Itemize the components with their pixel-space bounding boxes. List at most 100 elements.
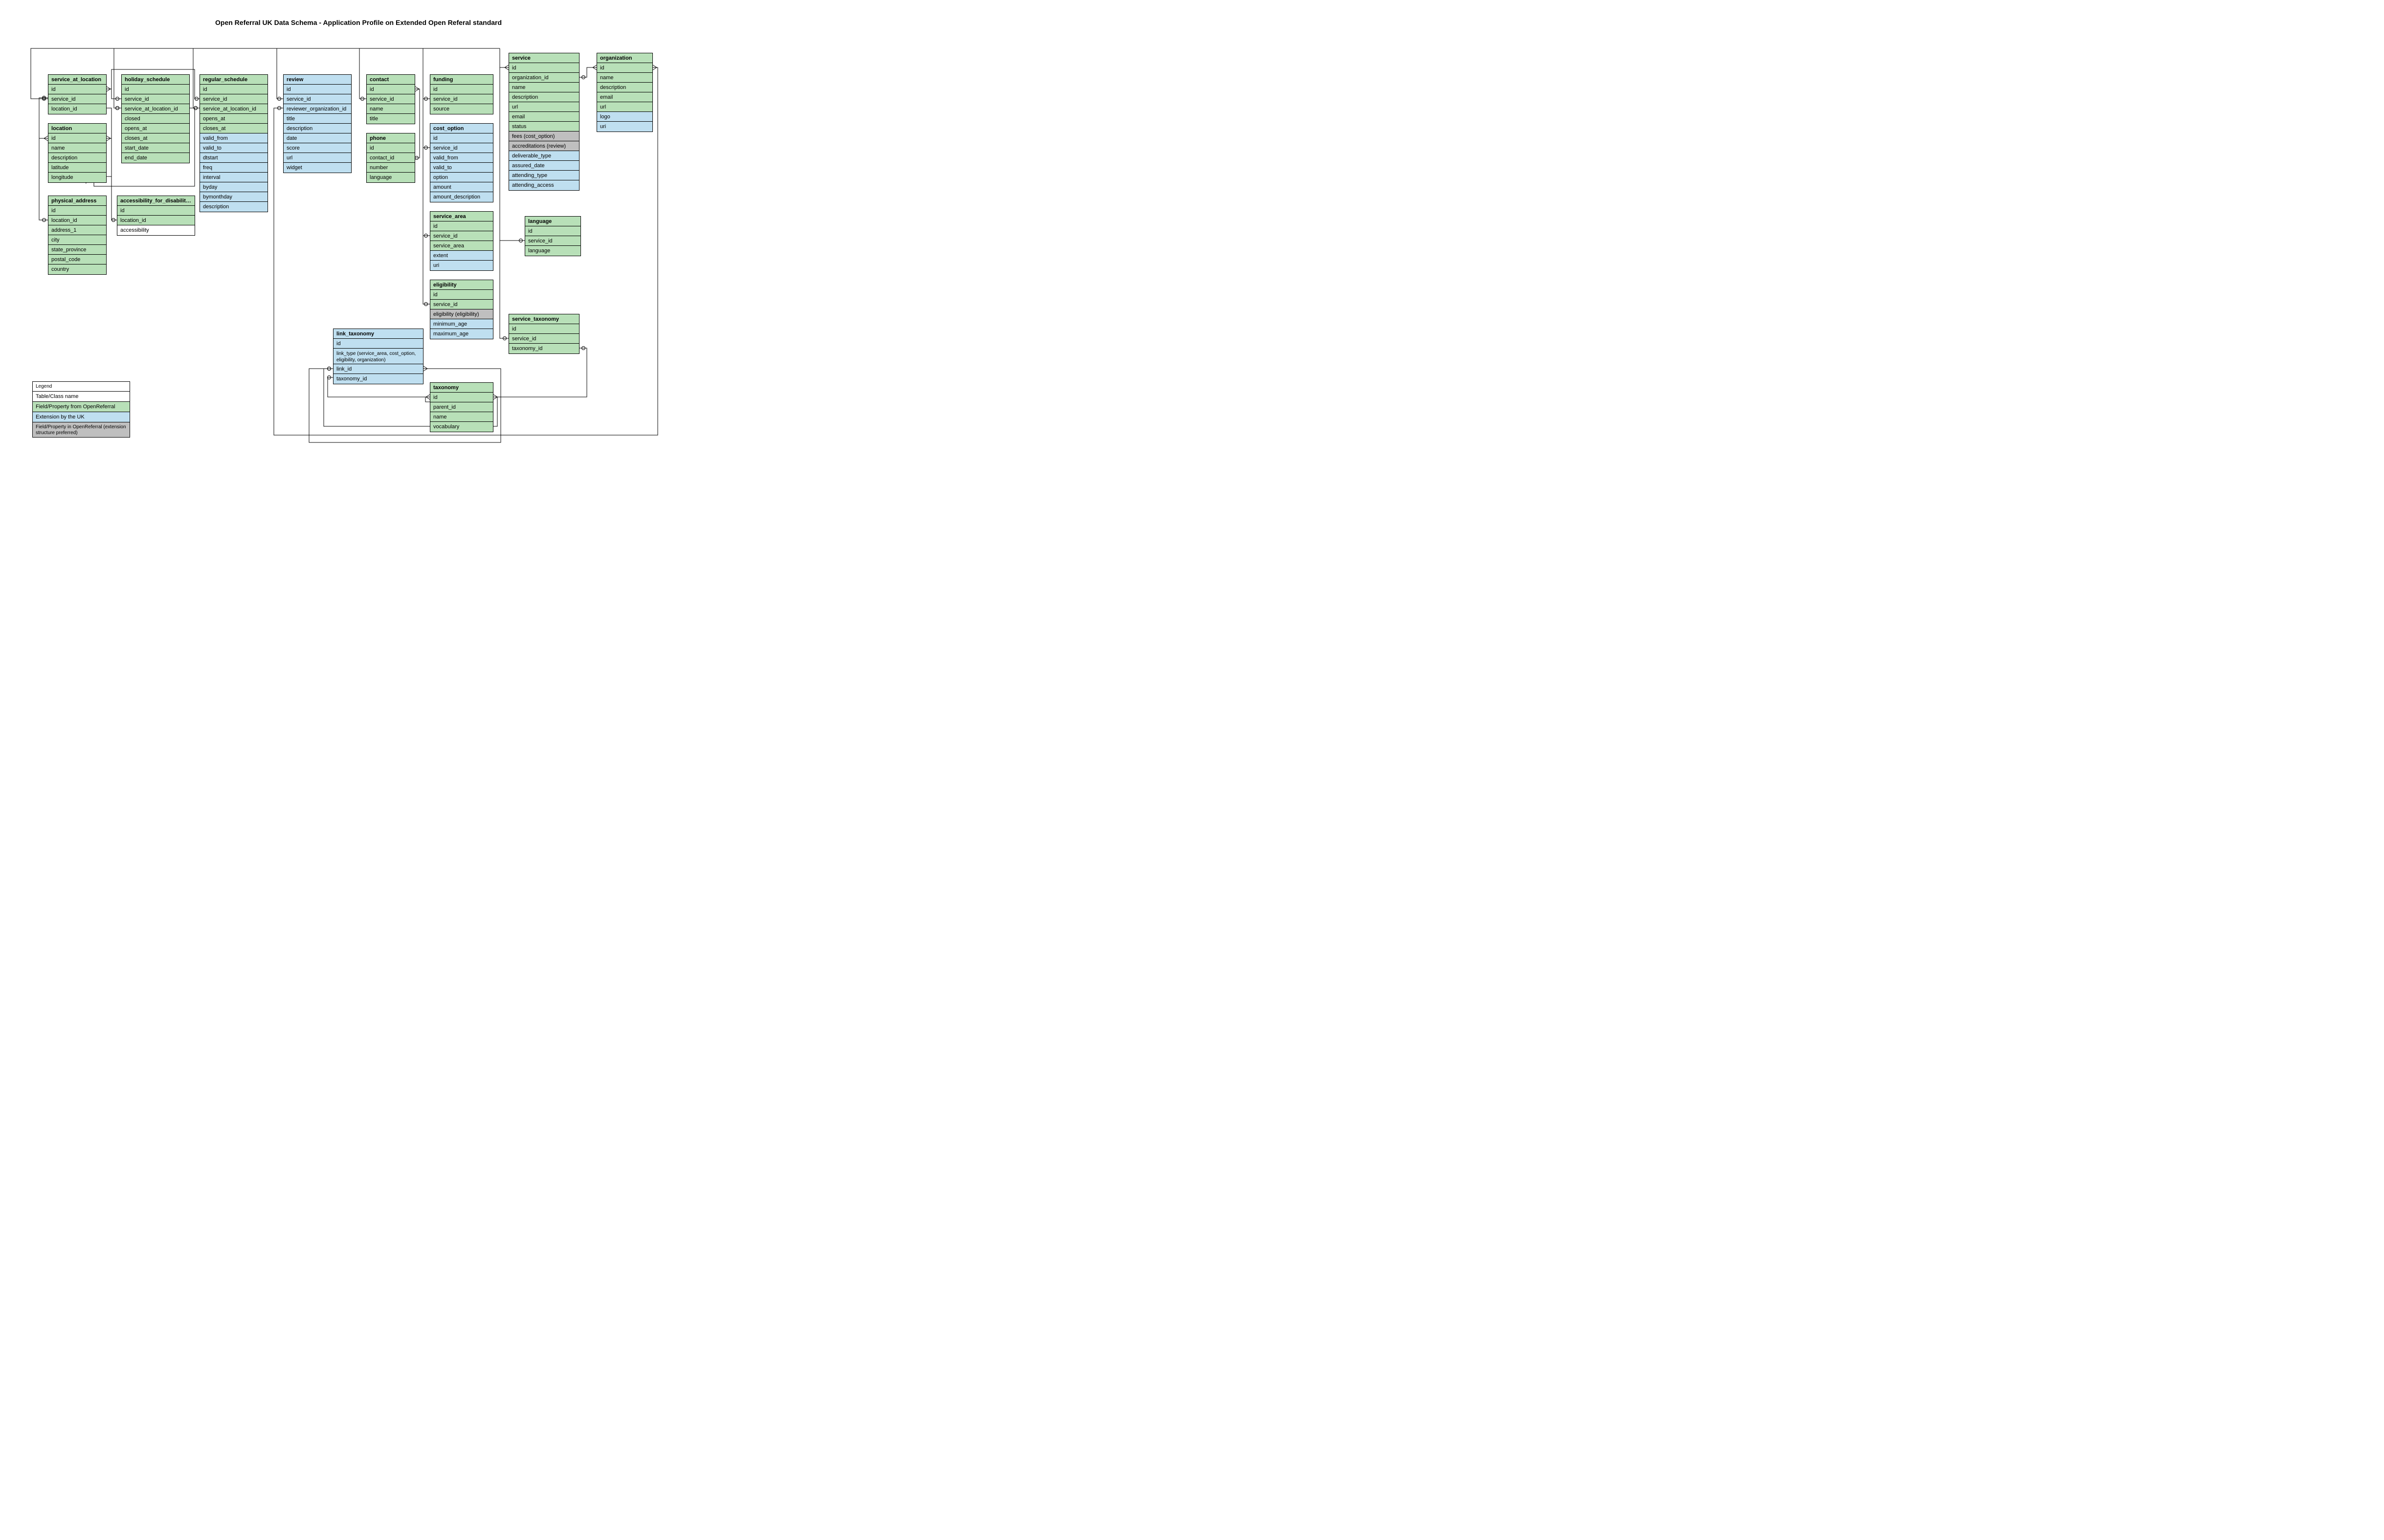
entity-header: cost_option — [430, 124, 493, 133]
entity-header: physical_address — [48, 196, 106, 206]
entity-field: amount_description — [430, 192, 493, 202]
entity-field: link_id — [334, 364, 423, 374]
entity-field: byday — [200, 182, 267, 192]
entity-field: fees (cost_option) — [509, 132, 579, 141]
entity-field: maximum_age — [430, 329, 493, 339]
entity-field: opens_at — [122, 124, 189, 133]
entity-header: service_taxonomy — [509, 314, 579, 324]
entity-field: title — [284, 114, 351, 124]
entity-field: closes_at — [122, 133, 189, 143]
entity-field: id — [430, 85, 493, 94]
entity-field: service_at_location_id — [122, 104, 189, 114]
entity-field: location_id — [48, 104, 106, 114]
entity-field: minimum_age — [430, 319, 493, 329]
entity-field: service_id — [525, 236, 580, 246]
entity-field: id — [48, 85, 106, 94]
entity-field: valid_from — [430, 153, 493, 163]
entity-field: id — [597, 63, 652, 73]
entity-field: url — [284, 153, 351, 163]
legend-row: Field/Property from OpenReferral — [33, 402, 130, 412]
entity-field: postal_code — [48, 255, 106, 264]
entity-service_area: service_areaidservice_idservice_areaexte… — [430, 211, 493, 271]
entity-field: service_id — [284, 94, 351, 104]
entity-physical_address: physical_addressidlocation_idaddress_1ci… — [48, 196, 107, 275]
entity-field: uri — [597, 122, 652, 132]
entity-field: taxonomy_id — [334, 374, 423, 384]
entity-field: closes_at — [200, 124, 267, 133]
entity-header: funding — [430, 75, 493, 85]
entity-funding: fundingidservice_idsource — [430, 74, 493, 114]
entity-field: widget — [284, 163, 351, 173]
entity-field: service_id — [430, 231, 493, 241]
entity-field: id — [122, 85, 189, 94]
entity-field: bymonthday — [200, 192, 267, 202]
entity-header: holiday_schedule — [122, 75, 189, 85]
entity-field: id — [430, 290, 493, 300]
entity-field: language — [367, 173, 415, 182]
entity-field: logo — [597, 112, 652, 122]
entity-field: link_type (service_area, cost_option, el… — [334, 349, 423, 364]
entity-field: id — [367, 143, 415, 153]
entity-field: location_id — [117, 216, 195, 225]
entity-field: extent — [430, 251, 493, 261]
entity-field: service_id — [367, 94, 415, 104]
entity-field: source — [430, 104, 493, 114]
entity-field: accessibility — [117, 225, 195, 235]
entity-field: id — [334, 339, 423, 349]
entity-accessibility_for_disabilities: accessibility_for_disabilitiesidlocation… — [117, 196, 195, 236]
legend-row: Field/Property in OpenReferral (extensio… — [33, 422, 130, 437]
entity-field: country — [48, 264, 106, 274]
entity-field: service_id — [48, 94, 106, 104]
entity-field: service_area — [430, 241, 493, 251]
entity-field: service_id — [122, 94, 189, 104]
entity-field: id — [48, 133, 106, 143]
entity-field: eligibility (eligibility) — [430, 309, 493, 319]
entity-field: longitude — [48, 173, 106, 182]
entity-organization: organizationidnamedescriptionemailurllog… — [597, 53, 653, 132]
entity-field: assured_date — [509, 161, 579, 171]
entity-field: uri — [430, 261, 493, 270]
entity-field: url — [597, 102, 652, 112]
entity-field: description — [509, 92, 579, 102]
entity-phone: phoneidcontact_idnumberlanguage — [366, 133, 415, 183]
entity-field: opens_at — [200, 114, 267, 124]
entity-field: date — [284, 133, 351, 143]
entity-field: taxonomy_id — [509, 344, 579, 353]
entity-field: dtstart — [200, 153, 267, 163]
entity-header: service_area — [430, 212, 493, 221]
entity-field: email — [509, 112, 579, 122]
legend-row: Extension by the UK — [33, 412, 130, 422]
legend-title: Legend — [33, 382, 130, 392]
entity-link_taxonomy: link_taxonomyidlink_type (service_area, … — [333, 329, 423, 384]
entity-field: service_at_location_id — [200, 104, 267, 114]
entity-field: start_date — [122, 143, 189, 153]
entity-field: attending_type — [509, 171, 579, 180]
entity-field: id — [525, 226, 580, 236]
entity-field: id — [117, 206, 195, 216]
entity-field: address_1 — [48, 225, 106, 235]
entity-field: deliverable_type — [509, 151, 579, 161]
entity-field: end_date — [122, 153, 189, 163]
entity-field: name — [509, 83, 579, 92]
entity-field: vocabulary — [430, 422, 493, 432]
entity-header: organization — [597, 53, 652, 63]
entity-location: locationidnamedescriptionlatitudelongitu… — [48, 123, 107, 183]
entity-header: service — [509, 53, 579, 63]
entity-field: id — [430, 393, 493, 402]
entity-header: taxonomy — [430, 383, 493, 393]
entity-field: city — [48, 235, 106, 245]
entity-field: url — [509, 102, 579, 112]
legend: LegendTable/Class nameField/Property fro… — [32, 381, 130, 438]
entity-field: number — [367, 163, 415, 173]
entity-field: attending_access — [509, 180, 579, 190]
entity-field: interval — [200, 173, 267, 182]
entity-eligibility: eligibilityidservice_ideligibility (elig… — [430, 280, 493, 339]
entity-field: valid_to — [200, 143, 267, 153]
entity-field: contact_id — [367, 153, 415, 163]
entity-header: accessibility_for_disabilities — [117, 196, 195, 206]
entity-field: service_id — [200, 94, 267, 104]
entity-field: id — [48, 206, 106, 216]
entity-field: id — [284, 85, 351, 94]
entity-field: name — [597, 73, 652, 83]
entity-field: id — [200, 85, 267, 94]
